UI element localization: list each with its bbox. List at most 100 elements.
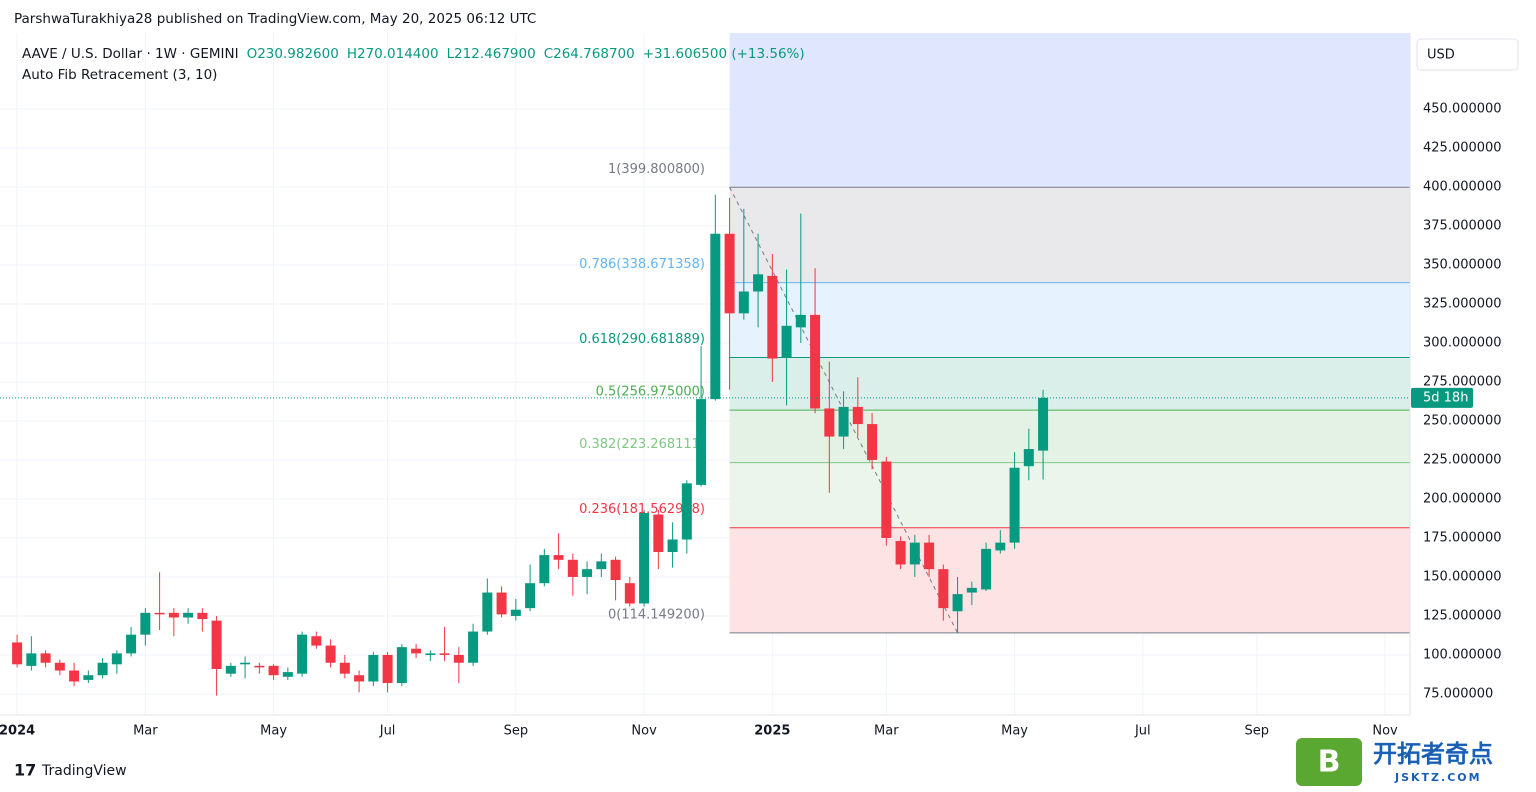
candle-body [667, 539, 678, 552]
candle-body [183, 612, 194, 618]
legend-item: +31.606500 (+13.56%) [643, 46, 805, 62]
y-tick-label: 275.000000 [1423, 374, 1502, 389]
y-tick-label: 450.000000 [1423, 101, 1502, 116]
candle-body [610, 559, 621, 581]
candle-body [924, 542, 935, 570]
candle-body [909, 542, 920, 565]
brand-logo: 𝟭𝟳 [14, 761, 36, 780]
candle-body [653, 514, 664, 552]
candle-body [496, 592, 507, 615]
currency-box[interactable] [1416, 38, 1519, 71]
fib-band [729, 187, 1410, 283]
candle-body [696, 399, 707, 485]
candle-body [952, 594, 963, 612]
candle-body [1038, 397, 1049, 451]
candle-body [40, 653, 51, 663]
y-tick-label: 150.000000 [1423, 569, 1502, 584]
legend: AAVE / U.S. Dollar · 1W · GEMINI O230.982… [22, 46, 805, 62]
candle-body [881, 461, 892, 538]
fib-label: 0.5(256.975000) [596, 385, 705, 400]
indicator: Auto Fib Retracement (3, 10) [22, 67, 217, 83]
candle-body [453, 654, 464, 663]
candle-body [781, 325, 792, 357]
legend-item: H270.014400 [347, 46, 439, 62]
candle-body [995, 542, 1006, 551]
candle-body [582, 569, 593, 577]
y-tick-label: 175.000000 [1423, 530, 1502, 545]
fib-label: 1(399.800800) [608, 162, 705, 177]
candle-body [710, 233, 721, 400]
candle-body [938, 569, 949, 609]
fib-label: 0.786(338.671358) [579, 257, 705, 272]
countdown: 5d 18h [1423, 390, 1468, 405]
candle-body [681, 483, 692, 540]
y-tick-label: 250.000000 [1423, 413, 1502, 428]
y-tick-label: 400.000000 [1423, 179, 1502, 194]
y-tick-label: 125.000000 [1423, 608, 1502, 623]
candle-body [838, 406, 849, 437]
x-tick-label: Nov [631, 724, 657, 739]
candle-body [852, 406, 863, 425]
candle-body [268, 665, 279, 676]
countdown-box [1411, 387, 1473, 408]
candle-body [297, 634, 308, 674]
watermark-logo [1296, 738, 1362, 786]
candle-body [311, 636, 322, 646]
candle-body [140, 612, 151, 635]
x-tick-label: Jul [379, 724, 396, 739]
legend-item: AAVE / U.S. Dollar · 1W · GEMINI [22, 46, 239, 62]
watermark: B 开拓者奇点 JSKTZ.COM [1296, 738, 1493, 786]
x-tick-label: Nov [1372, 724, 1398, 739]
candle-body [966, 587, 977, 593]
candle-body [596, 561, 607, 570]
candle-body [425, 653, 436, 655]
fib-label: 0(114.149200) [608, 607, 705, 622]
candle-body [254, 665, 265, 668]
candle-body [411, 648, 422, 654]
candle-body [810, 314, 821, 409]
watermark-sub: JSKTZ.COM [1394, 771, 1482, 784]
y-tick-label: 100.000000 [1423, 647, 1502, 662]
y-tick-label: 300.000000 [1423, 335, 1502, 350]
fib-band [729, 33, 1410, 188]
currency[interactable]: USD [1427, 48, 1455, 63]
candle-body [639, 512, 650, 604]
x-tick-label: Sep [504, 724, 529, 739]
fib-band [729, 527, 1410, 633]
plot-area: 1(399.800800) 0.786(338.671358) 0.618(290.… [0, 33, 1410, 715]
candle-body [111, 653, 122, 665]
y-tick-label: 200.000000 [1423, 491, 1502, 506]
candle-body [126, 634, 137, 654]
x-tick-label: Jul [1134, 724, 1151, 739]
candle-body [154, 612, 165, 615]
legend-item: O230.982600 [247, 46, 339, 62]
fib-band [729, 357, 1410, 411]
candle-body [396, 647, 407, 684]
candle-body [197, 612, 208, 620]
candle-body [525, 583, 536, 609]
y-tick-label: 225.000000 [1423, 452, 1502, 467]
x-tick-label: 2024 [0, 724, 35, 739]
candle-body [795, 314, 806, 328]
candle-body [211, 620, 222, 669]
legend-item: C264.768700 [544, 46, 635, 62]
candle-body [26, 653, 37, 666]
candle-body [12, 642, 23, 665]
candle-body [539, 555, 550, 584]
candle-body [553, 555, 564, 560]
candle-body [368, 654, 379, 682]
fib-label: 0.236(181.562978) [579, 502, 705, 517]
candle-body [738, 291, 749, 314]
fib-band [729, 462, 1410, 528]
candle-body [624, 583, 635, 604]
candle-body [382, 654, 393, 684]
candle-body [824, 408, 835, 437]
candle-body [83, 675, 94, 680]
candle-body [439, 653, 450, 655]
brand: 𝟭𝟳 TradingView [14, 761, 127, 780]
legend-item: L212.467900 [447, 46, 536, 62]
candle-body [339, 662, 350, 674]
candle-body [867, 424, 878, 460]
